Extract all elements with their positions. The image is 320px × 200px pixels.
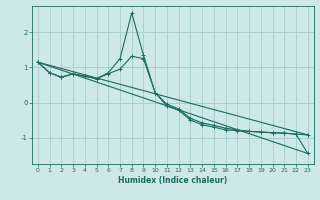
X-axis label: Humidex (Indice chaleur): Humidex (Indice chaleur)	[118, 176, 228, 185]
